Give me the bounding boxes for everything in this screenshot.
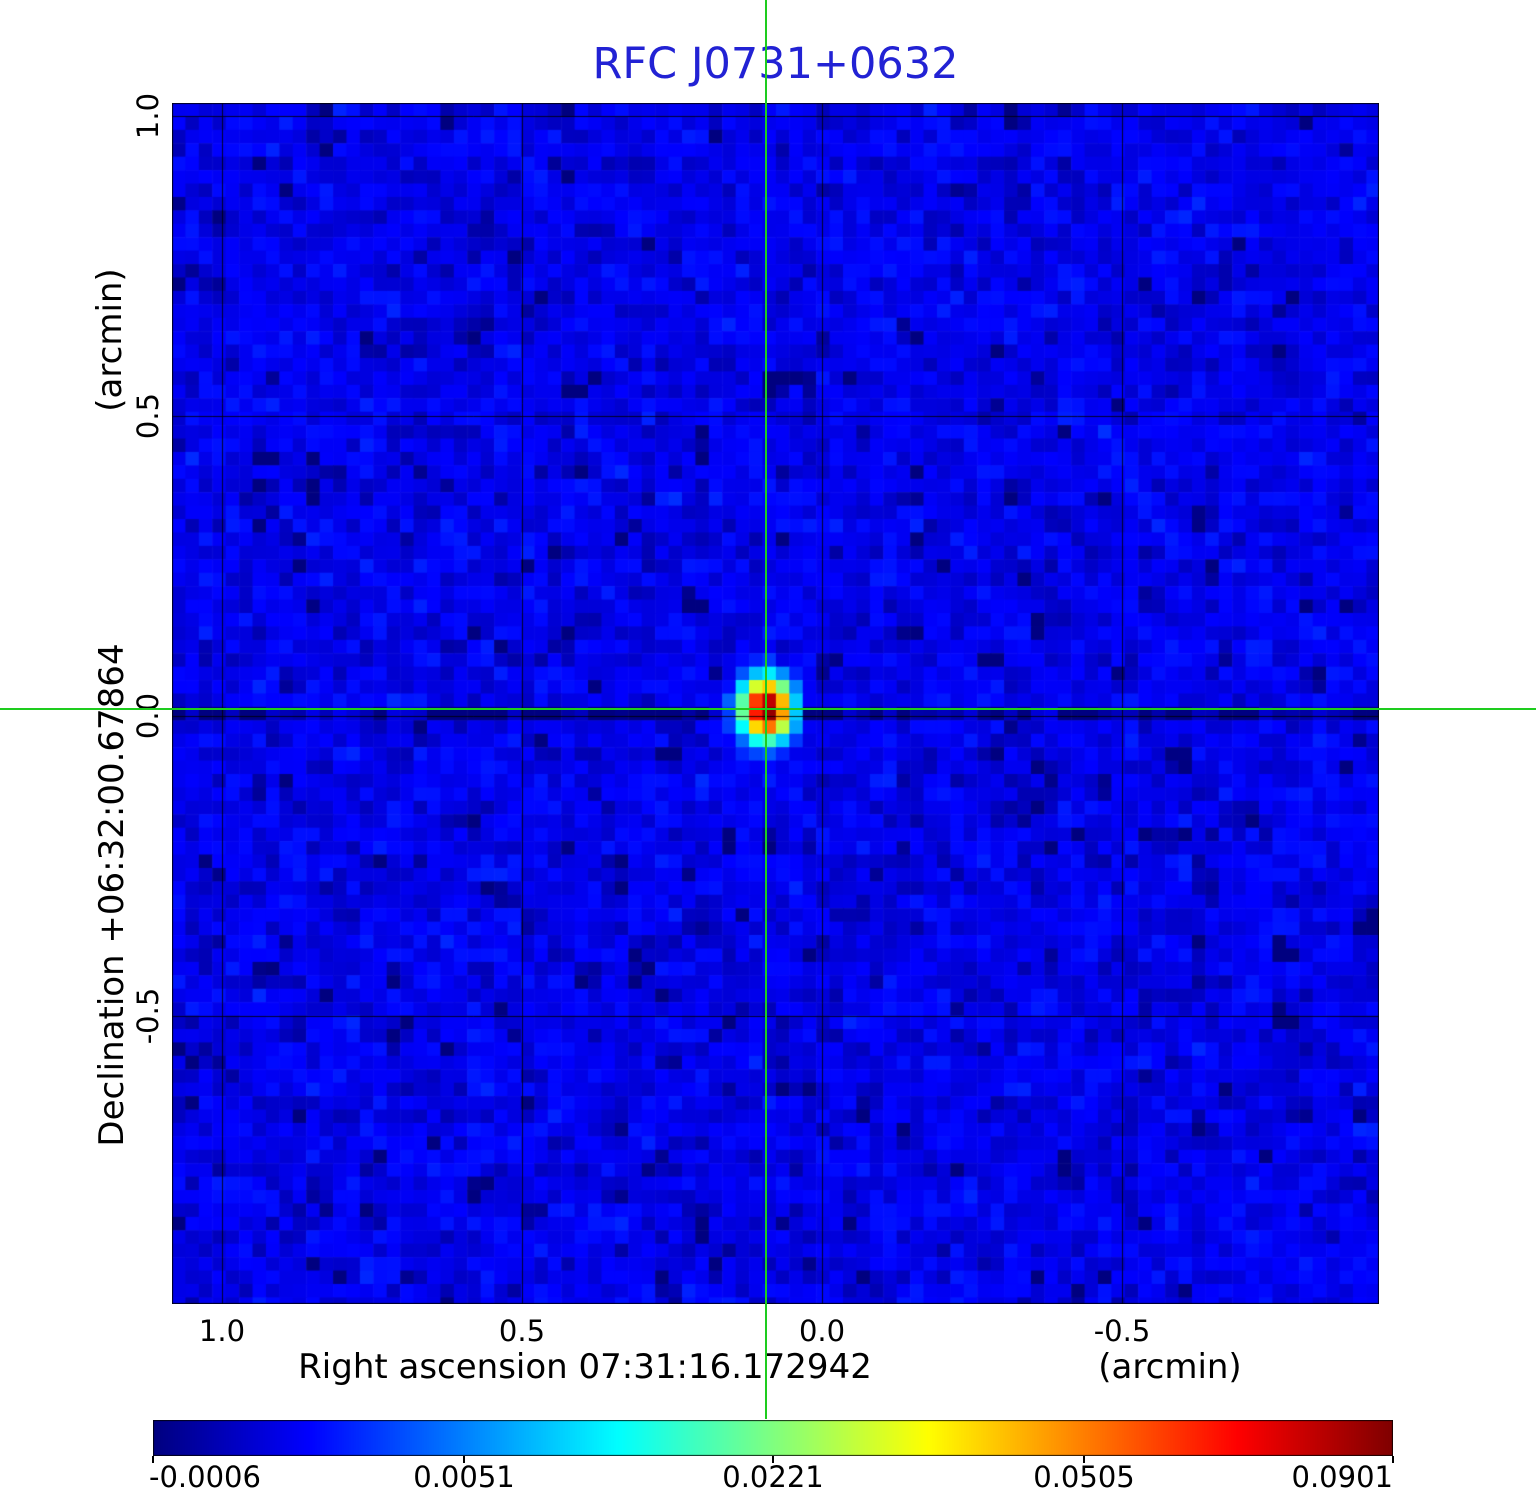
colorbar-tick-label: 0.0221 <box>722 1460 824 1494</box>
y-tick-label: 0.5 <box>131 392 165 439</box>
colorbar-tick <box>1083 1456 1085 1463</box>
colorbar-tick-label: -0.0006 <box>149 1460 261 1494</box>
x-tick-label: 0.5 <box>498 1314 546 1348</box>
x-axis-title: Right ascension 07:31:16.172942 <box>298 1347 872 1387</box>
colorbar-canvas <box>153 1420 1393 1456</box>
y-axis-unit-label: (arcmin) <box>90 268 130 412</box>
x-tick-label: 0.0 <box>798 1314 846 1348</box>
colorbar-tick <box>772 1456 774 1463</box>
colorbar-tick <box>463 1456 465 1463</box>
colorbar-tick <box>152 1456 154 1463</box>
x-axis-unit-label: (arcmin) <box>1098 1347 1242 1387</box>
colorbar-tick-label: 0.0505 <box>1033 1460 1135 1494</box>
heatmap-canvas <box>172 103 1379 1304</box>
figure-title: RFC J0731+0632 <box>592 39 959 89</box>
y-tick-label: -0.5 <box>131 987 165 1045</box>
y-tick-label: 1.0 <box>131 92 165 139</box>
x-tick-label: 1.0 <box>198 1314 246 1348</box>
y-tick-label: 0.0 <box>131 692 165 739</box>
x-tick-label: -0.5 <box>1093 1314 1151 1348</box>
colorbar <box>153 1420 1393 1456</box>
colorbar-tick-label: 0.0901 <box>1291 1460 1393 1494</box>
colorbar-tick-label: 0.0051 <box>413 1460 515 1494</box>
sky-map-plot <box>172 103 1379 1304</box>
y-axis-title: Declination +06:32:00.67864 <box>92 643 132 1147</box>
colorbar-tick <box>1392 1456 1394 1463</box>
crosshair-horizontal-line <box>0 708 1536 710</box>
